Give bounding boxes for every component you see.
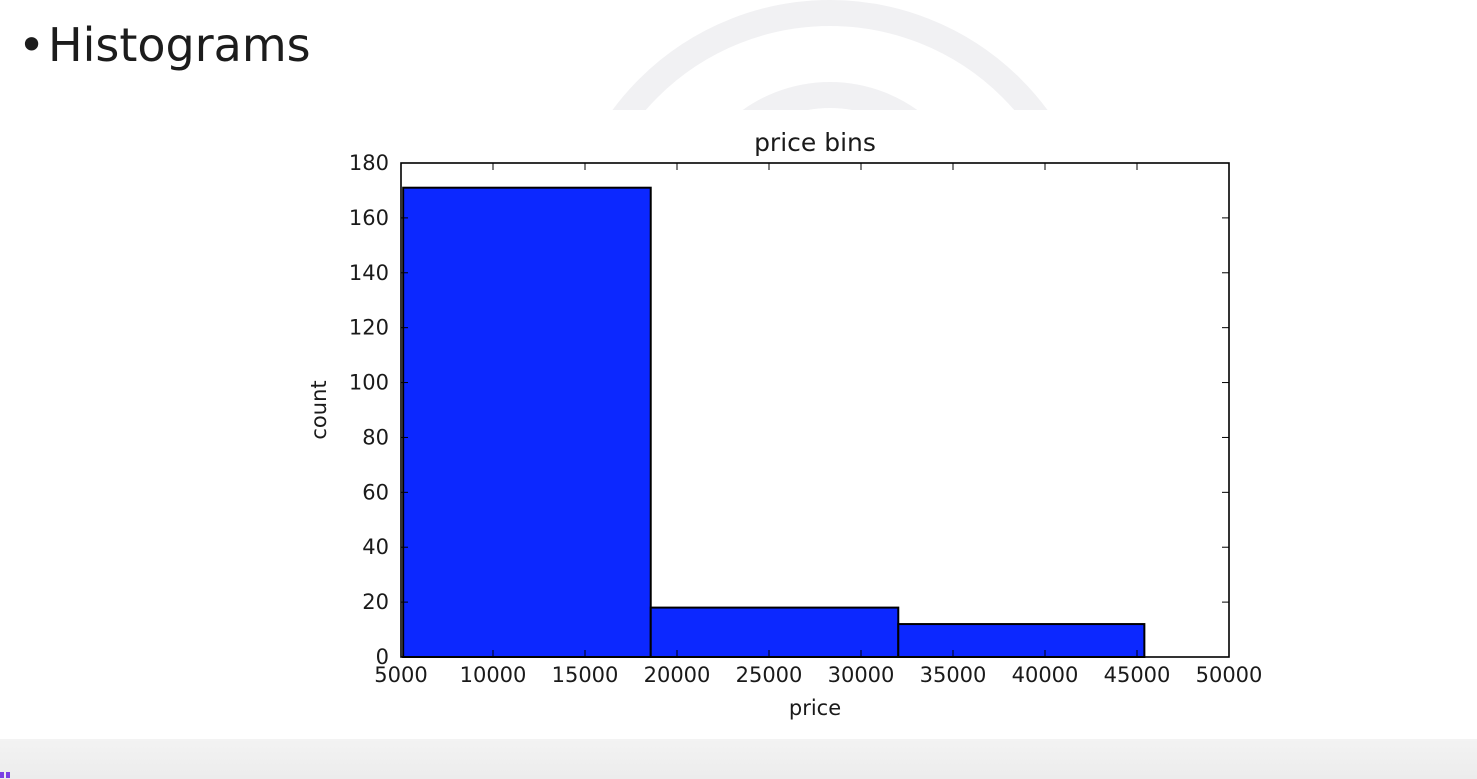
y-tick-label: 140 — [349, 261, 389, 285]
histogram-bar — [402, 186, 652, 658]
bullet-icon: • — [18, 18, 46, 72]
y-tick-label: 80 — [362, 425, 389, 449]
x-tick-label: 5000 — [374, 663, 427, 687]
x-tick-label: 25000 — [736, 663, 803, 687]
y-tick-label: 40 — [362, 535, 389, 559]
x-tick-label: 30000 — [828, 663, 895, 687]
x-tick-label: 40000 — [1012, 663, 1079, 687]
x-tick-label: 15000 — [552, 663, 619, 687]
slide-heading: Histograms — [48, 18, 311, 72]
x-tick-label: 45000 — [1104, 663, 1171, 687]
x-axis-label: price — [789, 696, 841, 720]
histogram-bar — [897, 623, 1146, 658]
x-tick-label: 20000 — [644, 663, 711, 687]
histogram-bar — [649, 606, 900, 658]
slide-heading-row: • Histograms — [18, 14, 311, 76]
x-tick-label: 50000 — [1196, 663, 1263, 687]
y-tick-label: 100 — [349, 371, 389, 395]
y-tick-label: 180 — [349, 151, 389, 175]
y-tick-label: 0 — [376, 645, 389, 669]
bottom-strip-mark — [0, 772, 4, 778]
x-tick-label: 35000 — [920, 663, 987, 687]
chart-title: price bins — [754, 128, 876, 157]
bottom-strip — [0, 739, 1477, 779]
y-tick-label: 160 — [349, 206, 389, 230]
y-tick-label: 20 — [362, 590, 389, 614]
y-tick-label: 120 — [349, 316, 389, 340]
x-tick-label: 10000 — [460, 663, 527, 687]
y-axis-label: count — [307, 380, 331, 439]
bottom-strip-mark — [6, 772, 10, 778]
plot-frame — [400, 162, 1230, 658]
y-tick-label: 60 — [362, 480, 389, 504]
